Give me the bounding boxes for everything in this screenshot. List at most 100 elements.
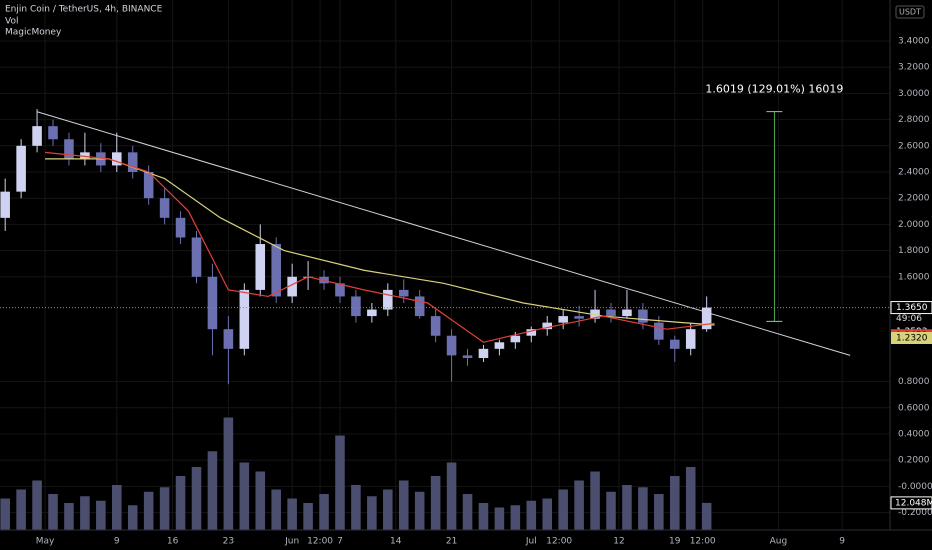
volume-bar xyxy=(494,507,505,530)
countdown: 49:06 xyxy=(896,314,922,324)
volume-bar xyxy=(127,505,138,530)
measure-label: 1.6019 (129.01%) 16019 xyxy=(705,83,843,96)
y-tick-label: 2.6000 xyxy=(898,141,930,151)
candle-body xyxy=(111,152,122,166)
axis: 3.4000 3.2000 3.0000 2.8000 2.6000 2.4000 2.20… xyxy=(36,37,932,547)
currency-box[interactable] xyxy=(895,5,925,19)
volume-bar xyxy=(111,485,122,530)
plot: 1.6019 (129.01%) 16019 xyxy=(0,83,890,385)
volume-bar xyxy=(638,487,648,530)
candle-body xyxy=(64,139,74,159)
x-tick-label: 23 xyxy=(223,537,234,547)
x-tick-label: Aug xyxy=(770,537,788,547)
candle-body xyxy=(287,276,297,297)
indicator: Vol xyxy=(5,17,18,27)
candle-body xyxy=(669,339,680,349)
x-tick-label: 21 xyxy=(446,537,457,547)
volume-bar xyxy=(574,480,584,530)
volume-bar xyxy=(685,467,696,530)
candle-body xyxy=(606,309,616,317)
volume-bar xyxy=(16,489,26,530)
candle-body xyxy=(510,335,521,343)
volume-bar xyxy=(558,489,568,530)
x-tick-label: 9 xyxy=(114,537,120,547)
volume-bar xyxy=(622,485,632,530)
y-tick-label: 0.4000 xyxy=(898,429,930,439)
candle-body xyxy=(542,322,553,330)
moving-average xyxy=(45,158,715,326)
y-tick-label: 3.0000 xyxy=(898,89,930,99)
candle-body xyxy=(207,276,218,330)
candle-body xyxy=(271,244,281,297)
x-tick-label: 14 xyxy=(390,537,402,547)
volume-label: 12.048M xyxy=(895,498,932,508)
volume-bar xyxy=(80,496,90,530)
candle-body xyxy=(48,126,58,140)
chart-title: Enjin Coin / TetherUS, 4h, BINANCE xyxy=(5,5,163,15)
candle-body xyxy=(335,283,345,297)
currency[interactable]: USDT xyxy=(899,8,921,17)
volume-bar xyxy=(654,494,664,530)
candle-body xyxy=(127,152,138,172)
volume-bar xyxy=(96,500,106,530)
y-tick-label: 3.4000 xyxy=(898,37,930,47)
candle-body xyxy=(494,342,505,349)
volume-bar xyxy=(510,505,521,530)
volume-bar xyxy=(32,480,42,530)
candle-body xyxy=(478,348,489,359)
volume-bar xyxy=(143,491,154,530)
candle-body xyxy=(430,316,441,336)
x-tick-label: 16 xyxy=(167,537,179,547)
price-label: 1.3650 xyxy=(896,303,928,313)
volume-bar xyxy=(0,498,10,530)
volume-bar xyxy=(191,467,202,530)
price-label-box xyxy=(890,301,932,315)
candle-body xyxy=(701,307,712,330)
trendline xyxy=(36,111,851,356)
candle-body xyxy=(32,126,42,146)
candle-body xyxy=(159,198,170,218)
volume-bar xyxy=(48,494,58,530)
volume xyxy=(0,417,712,530)
volume-bar xyxy=(303,503,313,530)
x-tick-label: 7 xyxy=(337,537,343,547)
volume-bar xyxy=(223,417,234,530)
y-tick-label: 0.6000 xyxy=(898,403,930,413)
volume-bar xyxy=(542,498,553,530)
x-tick-label: 12:00 xyxy=(690,537,716,547)
candle-body xyxy=(446,335,457,356)
volume-bar xyxy=(335,435,345,530)
candle-body xyxy=(414,296,425,317)
x-tick-label: 12 xyxy=(613,537,624,547)
candle-body xyxy=(622,309,632,317)
volume-bar xyxy=(446,462,457,530)
candle-body xyxy=(638,309,648,323)
volume-label-box xyxy=(890,496,932,510)
y-tick-label: 0.8000 xyxy=(898,377,930,387)
candle-body xyxy=(526,329,537,336)
y-tick-label: -0.2000 xyxy=(898,508,932,518)
volume-bar xyxy=(478,503,489,530)
candle-body xyxy=(574,316,584,319)
volume-bar xyxy=(239,462,250,530)
volume-bar xyxy=(462,494,473,530)
volume-bar xyxy=(207,451,218,530)
x-tick-label: Jun xyxy=(284,537,299,547)
candle-body xyxy=(16,145,26,192)
y-tick-label: 2.2000 xyxy=(898,194,930,204)
x-tick-label: Jul xyxy=(525,537,537,547)
candle-body xyxy=(558,316,568,323)
volume-bar xyxy=(287,498,297,530)
price-label-box xyxy=(891,331,932,344)
candle-body xyxy=(462,355,473,359)
volume-bar xyxy=(319,494,329,530)
y-tick-label: 2.4000 xyxy=(898,167,930,177)
x-tick-label: 9 xyxy=(839,537,845,547)
y-tick-label: 3.2000 xyxy=(898,63,930,73)
candle-body xyxy=(255,244,266,290)
volume-bar xyxy=(606,491,616,530)
y-tick-label: -0.0000 xyxy=(898,482,932,492)
volume-bar xyxy=(414,491,425,530)
